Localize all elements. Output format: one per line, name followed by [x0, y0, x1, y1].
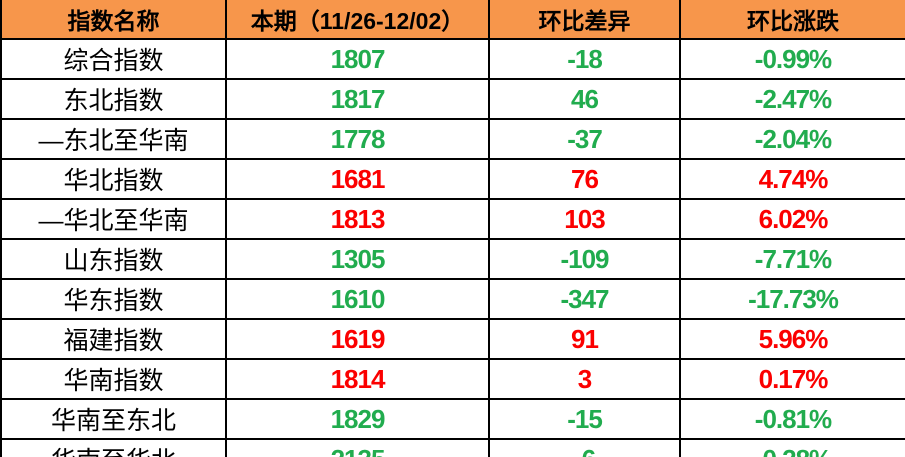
current-value: 1778	[225, 118, 490, 160]
wow-diff: -347	[488, 278, 681, 320]
table-body: 综合指数 1807 -18 -0.99% 东北指数 1817 46 -2.47%…	[0, 38, 905, 457]
current-value: 1814	[225, 358, 490, 400]
table-row: 华东指数 1610 -347 -17.73%	[0, 278, 905, 320]
index-name: 华南至东北	[0, 398, 227, 440]
header-row: 指数名称 本期（11/26-12/02） 环比差异 环比涨跌	[0, 0, 905, 40]
wow-change: -0.99%	[679, 38, 905, 80]
current-value: 1829	[225, 398, 490, 440]
wow-diff: 3	[488, 358, 681, 400]
current-value: 1305	[225, 238, 490, 280]
table-row: 东北指数 1817 46 -2.47%	[0, 78, 905, 120]
header-wow-diff: 环比差异	[488, 0, 681, 40]
wow-diff: 103	[488, 198, 681, 240]
wow-change: -17.73%	[679, 278, 905, 320]
header-current-period: 本期（11/26-12/02）	[225, 0, 490, 40]
wow-change: 5.96%	[679, 318, 905, 360]
wow-change: 0.17%	[679, 358, 905, 400]
index-name: 华南至华北	[0, 438, 227, 457]
wow-change: -2.47%	[679, 78, 905, 120]
wow-change: -7.71%	[679, 238, 905, 280]
index-name: 华东指数	[0, 278, 227, 320]
table-row: 华南至东北 1829 -15 -0.81%	[0, 398, 905, 440]
current-value: 1610	[225, 278, 490, 320]
current-value: 1681	[225, 158, 490, 200]
wow-diff: -18	[488, 38, 681, 80]
current-value: 1807	[225, 38, 490, 80]
table-row: 华北指数 1681 76 4.74%	[0, 158, 905, 200]
table-row: —华北至华南 1813 103 6.02%	[0, 198, 905, 240]
index-name: 东北指数	[0, 78, 227, 120]
wow-change: 4.74%	[679, 158, 905, 200]
wow-diff: -6	[488, 438, 681, 457]
table-row: —东北至华南 1778 -37 -2.04%	[0, 118, 905, 160]
current-value: 1817	[225, 78, 490, 120]
wow-change: -2.04%	[679, 118, 905, 160]
index-name: 山东指数	[0, 238, 227, 280]
wow-diff: -109	[488, 238, 681, 280]
header-wow-change: 环比涨跌	[679, 0, 905, 40]
table-row: 福建指数 1619 91 5.96%	[0, 318, 905, 360]
table-row: 华南指数 1814 3 0.17%	[0, 358, 905, 400]
wow-diff: 46	[488, 78, 681, 120]
wow-diff: -37	[488, 118, 681, 160]
table-row: 综合指数 1807 -18 -0.99%	[0, 38, 905, 80]
current-value: 1619	[225, 318, 490, 360]
header-index-name: 指数名称	[0, 0, 227, 40]
wow-diff: 76	[488, 158, 681, 200]
index-name: 华北指数	[0, 158, 227, 200]
wow-diff: 91	[488, 318, 681, 360]
table-row: 山东指数 1305 -109 -7.71%	[0, 238, 905, 280]
current-value: 1813	[225, 198, 490, 240]
index-name: —华北至华南	[0, 198, 227, 240]
wow-change: 6.02%	[679, 198, 905, 240]
index-name: 综合指数	[0, 38, 227, 80]
table-row: 华南至华北 2135 -6 -0.28%	[0, 438, 905, 457]
table-header: 指数名称 本期（11/26-12/02） 环比差异 环比涨跌	[0, 0, 905, 40]
wow-change: -0.81%	[679, 398, 905, 440]
wow-change: -0.28%	[679, 438, 905, 457]
index-name: 福建指数	[0, 318, 227, 360]
current-value: 2135	[225, 438, 490, 457]
index-name: 华南指数	[0, 358, 227, 400]
index-name: —东北至华南	[0, 118, 227, 160]
wow-diff: -15	[488, 398, 681, 440]
